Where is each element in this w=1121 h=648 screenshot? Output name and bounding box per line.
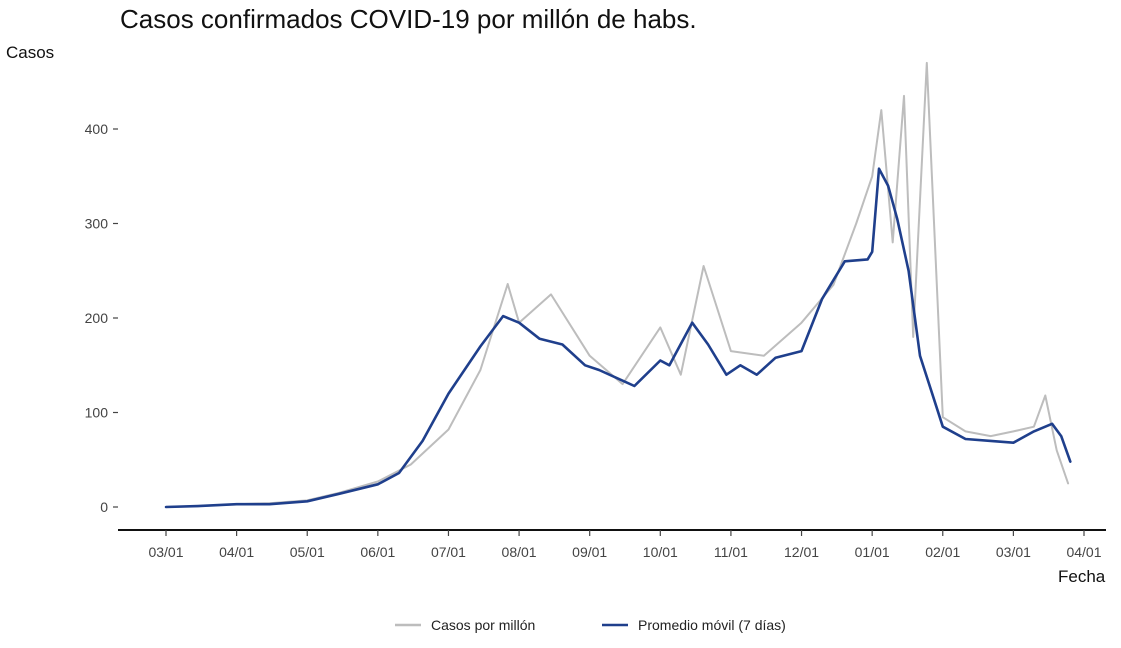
x-tick-label: 11/01 xyxy=(714,544,748,560)
y-tick-label: 100 xyxy=(85,405,109,421)
x-tick-label: 04/01 xyxy=(219,544,254,560)
x-tick-label: 08/01 xyxy=(502,544,537,560)
x-tick-label: 05/01 xyxy=(290,544,325,560)
y-tick-label: 0 xyxy=(100,499,108,515)
legend: Casos por millón Promedio móvil (7 días) xyxy=(395,617,786,633)
series-line-casos-por-millon xyxy=(165,61,1070,508)
x-tick-label: 10/01 xyxy=(643,544,678,560)
x-tick-label: 06/01 xyxy=(360,544,395,560)
chart-title: Casos confirmados COVID-19 por millón de… xyxy=(120,4,697,34)
series-layer xyxy=(164,61,1072,509)
x-tick-label: 03/01 xyxy=(996,544,1031,560)
x-tick-label: 09/01 xyxy=(572,544,607,560)
series-line-promedio-movil xyxy=(164,167,1072,509)
x-tick-label: 04/01 xyxy=(1066,544,1101,560)
x-tick-label: 01/01 xyxy=(855,544,890,560)
x-axis-label: Fecha xyxy=(1058,567,1106,586)
legend-label: Promedio móvil (7 días) xyxy=(638,617,786,633)
x-tick-label: 12/01 xyxy=(784,544,819,560)
y-tick-label: 300 xyxy=(85,216,109,232)
x-tick-label: 02/01 xyxy=(925,544,960,560)
x-axis: 03/01 04/01 05/01 06/01 07/01 08/01 09/01 10/01… xyxy=(118,529,1106,560)
x-tick-label: 07/01 xyxy=(431,544,466,560)
y-axis-label: Casos xyxy=(6,43,54,62)
y-tick-label: 400 xyxy=(85,121,109,137)
y-tick-label: 200 xyxy=(85,310,109,326)
legend-label: Casos por millón xyxy=(431,617,535,633)
y-axis: 0 100 200 300 400 xyxy=(85,121,118,515)
x-tick-label: 03/01 xyxy=(148,544,183,560)
